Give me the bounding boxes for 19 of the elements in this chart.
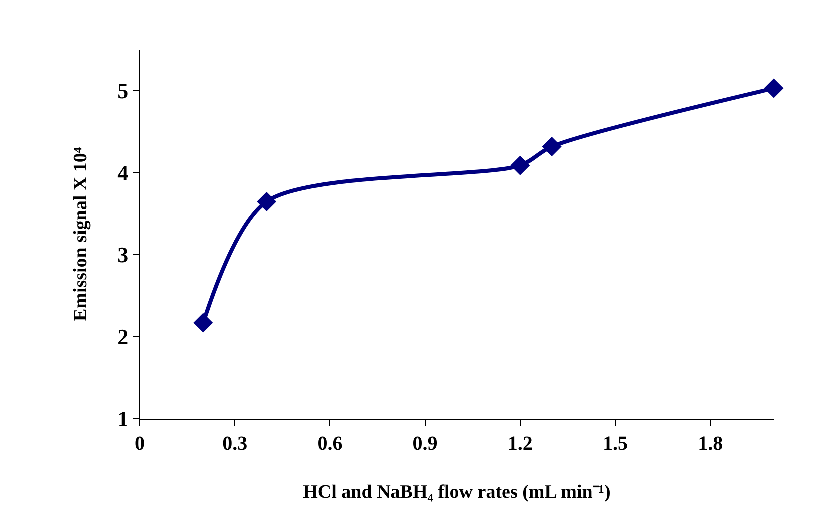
y-tick-label: 3 <box>118 242 129 268</box>
point <box>510 156 530 176</box>
point <box>194 313 214 333</box>
y-tick-label: 4 <box>118 160 129 186</box>
x-axis-title: HCl and NaBH₄ flow rates (mL min⁻¹) <box>303 482 611 503</box>
point <box>257 192 277 212</box>
point <box>542 137 562 157</box>
y-tick-label: 2 <box>118 324 129 350</box>
x-tick-label: 0.6 <box>318 433 343 455</box>
point <box>764 78 784 98</box>
x-tick-label: 1.8 <box>698 433 724 455</box>
y-axis-title: Emission signal X 10⁴ <box>70 147 92 322</box>
y-tick-label: 1 <box>118 406 129 432</box>
x-tick-label: 1.5 <box>603 433 628 455</box>
x-tick-label: 0 <box>135 433 145 455</box>
y-tick-label: 5 <box>118 78 129 104</box>
x-tick-label: 1.2 <box>508 433 533 455</box>
x-tick-label: 0.9 <box>412 433 438 455</box>
x-tick-label: 0.3 <box>222 433 248 455</box>
